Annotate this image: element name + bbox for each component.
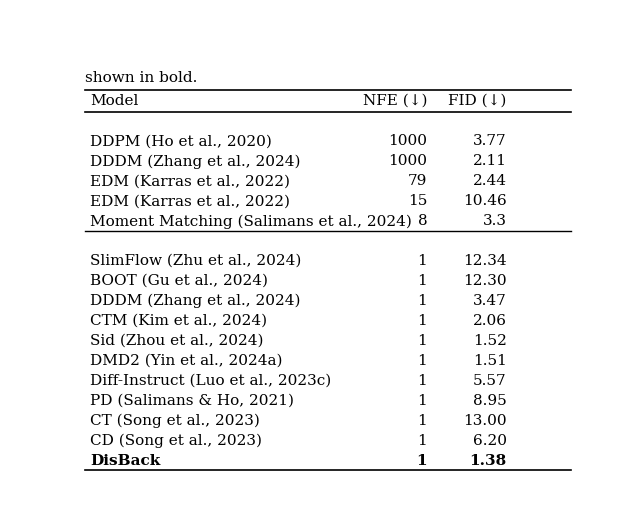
Text: EDM (Karras et al., 2022): EDM (Karras et al., 2022) [90, 194, 290, 208]
Text: 13.00: 13.00 [463, 413, 507, 428]
Text: 1: 1 [417, 393, 428, 408]
Text: CT (Song et al., 2023): CT (Song et al., 2023) [90, 413, 260, 428]
Text: CD (Song et al., 2023): CD (Song et al., 2023) [90, 434, 262, 448]
Text: 1000: 1000 [388, 134, 428, 148]
Text: 1000: 1000 [388, 154, 428, 168]
Text: 3.77: 3.77 [473, 134, 507, 148]
Text: 10.46: 10.46 [463, 194, 507, 208]
Text: DMD2 (Yin et al., 2024a): DMD2 (Yin et al., 2024a) [90, 354, 282, 367]
Text: 1.51: 1.51 [473, 354, 507, 367]
Text: 8: 8 [417, 214, 428, 229]
Text: CTM (Kim et al., 2024): CTM (Kim et al., 2024) [90, 314, 267, 328]
Text: SlimFlow (Zhu et al., 2024): SlimFlow (Zhu et al., 2024) [90, 253, 301, 268]
Text: 8.95: 8.95 [473, 393, 507, 408]
Text: 6.20: 6.20 [472, 434, 507, 447]
Text: 1: 1 [417, 434, 428, 447]
Text: NFE (↓): NFE (↓) [363, 94, 428, 107]
Text: EDM (Karras et al., 2022): EDM (Karras et al., 2022) [90, 174, 290, 188]
Text: DDDM (Zhang et al., 2024): DDDM (Zhang et al., 2024) [90, 154, 300, 168]
Text: 1: 1 [417, 333, 428, 348]
Text: 2.11: 2.11 [472, 154, 507, 168]
Text: 1: 1 [417, 253, 428, 268]
Text: 2.06: 2.06 [472, 314, 507, 328]
Text: PD (Salimans & Ho, 2021): PD (Salimans & Ho, 2021) [90, 393, 294, 408]
Text: DDDM (Zhang et al., 2024): DDDM (Zhang et al., 2024) [90, 294, 300, 308]
Text: 1.38: 1.38 [469, 454, 507, 467]
Text: Model: Model [90, 94, 138, 107]
Text: 15: 15 [408, 194, 428, 208]
Text: FID (↓): FID (↓) [448, 94, 507, 107]
Text: shown in bold.: shown in bold. [85, 71, 197, 85]
Text: 1: 1 [417, 354, 428, 367]
Text: DisBack: DisBack [90, 454, 160, 467]
Text: 3.47: 3.47 [473, 294, 507, 307]
Text: 2.44: 2.44 [472, 174, 507, 188]
Text: 5.57: 5.57 [473, 374, 507, 387]
Text: 1: 1 [417, 454, 428, 467]
Text: 12.30: 12.30 [463, 274, 507, 288]
Text: DDPM (Ho et al., 2020): DDPM (Ho et al., 2020) [90, 134, 272, 148]
Text: 3.3: 3.3 [483, 214, 507, 229]
Text: 12.34: 12.34 [463, 253, 507, 268]
Text: Diff-Instruct (Luo et al., 2023c): Diff-Instruct (Luo et al., 2023c) [90, 374, 331, 387]
Text: 1: 1 [417, 314, 428, 328]
Text: 1: 1 [417, 413, 428, 428]
Text: 1.52: 1.52 [473, 333, 507, 348]
Text: 79: 79 [408, 174, 428, 188]
Text: 1: 1 [417, 374, 428, 387]
Text: 1: 1 [417, 294, 428, 307]
Text: Moment Matching (Salimans et al., 2024): Moment Matching (Salimans et al., 2024) [90, 214, 412, 229]
Text: 1: 1 [417, 274, 428, 288]
Text: Sid (Zhou et al., 2024): Sid (Zhou et al., 2024) [90, 333, 264, 348]
Text: BOOT (Gu et al., 2024): BOOT (Gu et al., 2024) [90, 274, 268, 288]
